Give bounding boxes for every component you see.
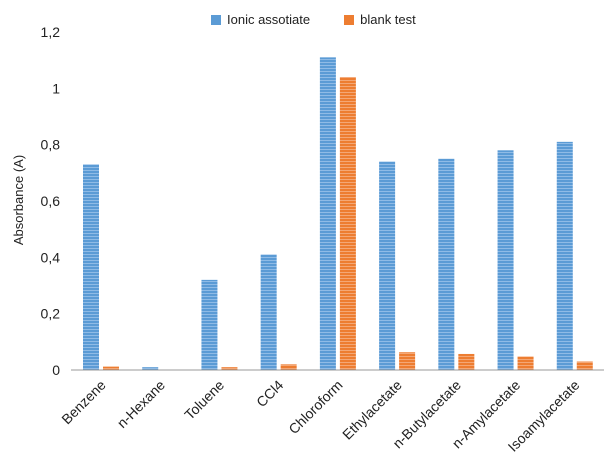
bar-ionic-assotiate — [438, 158, 455, 370]
bars — [83, 57, 593, 371]
x-tick-label: CCl4 — [253, 377, 286, 410]
bar-blank-test — [576, 361, 593, 370]
y-tick-label: 0,2 — [41, 306, 61, 322]
legend-item-series-1: Ionic assotiate — [211, 12, 310, 27]
y-axis-ticks: 0 0,2 0,4 0,6 0,8 1 1,2 — [41, 24, 61, 378]
bar-ionic-assotiate — [201, 279, 218, 370]
bar-ionic-assotiate — [260, 254, 277, 370]
y-tick-label: 1,2 — [41, 24, 61, 40]
bar-ionic-assotiate — [319, 57, 336, 370]
legend-swatch-series-1 — [211, 14, 221, 25]
bar-blank-test — [399, 352, 416, 370]
x-tick-label: n-Hexane — [114, 377, 168, 431]
bar-ionic-assotiate — [556, 141, 573, 370]
bar-blank-test — [517, 356, 534, 370]
legend-swatch-series-2 — [344, 14, 355, 25]
bar-blank-test — [103, 366, 119, 370]
y-axis-label: Absorbance (A) — [11, 155, 26, 245]
x-tick-label: Benzene — [58, 377, 109, 428]
legend-label-series-1: Ionic assotiate — [227, 12, 311, 27]
legend-item-series-2: blank test — [344, 12, 416, 27]
bar-ionic-assotiate — [497, 150, 514, 370]
x-axis-ticks: Benzene n-Hexane Toluene CCl4ChloroformEthy… — [58, 377, 582, 455]
y-tick-label: 0,8 — [41, 137, 61, 153]
bar-blank-test — [280, 364, 297, 370]
x-tick-label: Ethylacetate — [339, 377, 405, 443]
x-tick-label: Toluene — [181, 377, 227, 423]
chart-legend: Ionic assotiate blank test — [211, 12, 416, 27]
y-tick-label: 0,6 — [41, 193, 61, 209]
bar-ionic-assotiate — [379, 161, 396, 370]
bar-blank-test — [339, 77, 356, 371]
bar-ionic-assotiate — [83, 164, 99, 370]
legend-label-series-2: blank test — [360, 12, 416, 27]
x-tick-label: Chloroform — [285, 377, 345, 437]
y-tick-label: 1 — [52, 80, 60, 96]
bar-ionic-assotiate — [142, 367, 159, 370]
y-tick-label: 0,4 — [41, 249, 61, 265]
bar-blank-test — [221, 367, 238, 370]
bar-blank-test — [458, 353, 475, 370]
y-tick-label: 0 — [52, 362, 60, 378]
